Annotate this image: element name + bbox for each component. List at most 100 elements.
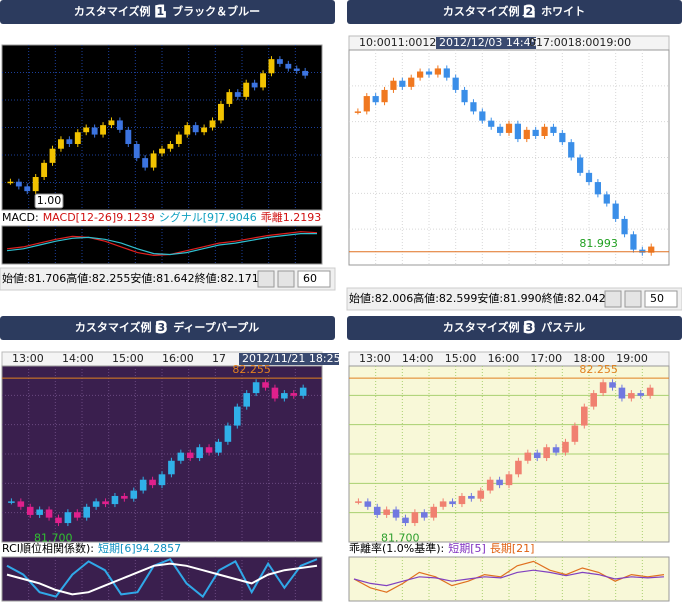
candle bbox=[541, 126, 548, 136]
candle bbox=[543, 447, 550, 459]
candle bbox=[271, 387, 279, 399]
header-number: 3 bbox=[158, 321, 166, 334]
header-title: カスタマイズ例 1 ブラック＆ブルー bbox=[74, 4, 260, 18]
candle bbox=[505, 123, 513, 133]
candle bbox=[411, 512, 419, 524]
candle bbox=[452, 77, 459, 90]
candle bbox=[243, 393, 250, 407]
candle bbox=[186, 452, 194, 459]
header-bar bbox=[0, 316, 335, 340]
candle bbox=[581, 406, 588, 426]
header-number: 3 bbox=[526, 321, 534, 334]
candle bbox=[290, 393, 298, 396]
candle bbox=[205, 447, 213, 453]
time-label: 13:00 bbox=[359, 352, 391, 365]
candle bbox=[646, 387, 654, 396]
candle bbox=[648, 246, 655, 253]
candle bbox=[372, 96, 379, 103]
candle bbox=[32, 177, 39, 192]
candle bbox=[585, 172, 593, 183]
header-number: 1 bbox=[157, 5, 165, 18]
candle bbox=[158, 474, 166, 486]
period-box[interactable] bbox=[644, 290, 678, 308]
candle bbox=[262, 382, 269, 388]
candle bbox=[192, 125, 199, 133]
candle bbox=[285, 63, 292, 69]
candle bbox=[486, 479, 494, 491]
time-label: 10:0011:0012:00 bbox=[359, 36, 454, 49]
candle bbox=[373, 506, 381, 515]
header-prefix: カスタマイズ例 bbox=[443, 4, 520, 18]
header-number: 2 bbox=[526, 5, 534, 18]
sub-label-part: MACD[12-26]9.1239 bbox=[43, 211, 155, 224]
time-label: 2012/11/21 18:25 bbox=[242, 352, 341, 365]
scroll-button[interactable] bbox=[257, 270, 275, 288]
price-label: 82.255 bbox=[232, 363, 271, 376]
candle bbox=[524, 452, 532, 461]
candle bbox=[399, 80, 406, 87]
candle bbox=[364, 501, 372, 507]
candle bbox=[293, 68, 300, 71]
header-name: ディープパープル bbox=[173, 320, 259, 334]
candle bbox=[612, 203, 619, 219]
sub-line bbox=[6, 562, 318, 596]
time-label: 13:00 bbox=[12, 352, 44, 365]
ohlc: 始値:82.006高値:82.599安値:81.990終値:82.042 bbox=[349, 291, 606, 305]
candle bbox=[108, 120, 115, 126]
candle bbox=[468, 495, 475, 499]
time-label: 16:00 bbox=[488, 352, 520, 365]
time-label: 14:00 bbox=[402, 352, 434, 365]
candle bbox=[184, 125, 191, 135]
header-title: カスタマイズ例 3 パステル bbox=[443, 320, 585, 334]
candle bbox=[571, 425, 579, 442]
sub-line bbox=[353, 569, 665, 587]
candle bbox=[461, 89, 468, 103]
candle bbox=[603, 194, 610, 204]
tooltip-box bbox=[34, 193, 64, 209]
header-prefix: カスタマイズ例 bbox=[75, 320, 152, 334]
price-label: 82.255 bbox=[579, 363, 618, 376]
scroll-button[interactable] bbox=[624, 290, 642, 308]
price-label: 81.700 bbox=[34, 531, 73, 544]
sub-label-part: シグナル[9]7.9046 bbox=[159, 210, 257, 224]
status-bar bbox=[0, 267, 336, 291]
candle bbox=[443, 68, 450, 78]
candle bbox=[594, 182, 601, 195]
period-box[interactable] bbox=[297, 270, 331, 288]
scroll-button[interactable] bbox=[277, 270, 295, 288]
candle bbox=[209, 120, 216, 128]
candle bbox=[111, 495, 119, 505]
candle bbox=[408, 77, 415, 87]
header-prefix: カスタマイズ例 bbox=[74, 4, 151, 18]
sub-label: 乖離率(1.0%基準): 短期[5] 長期[21] bbox=[349, 541, 534, 555]
sub-label-part: 長期[21] bbox=[490, 542, 535, 555]
candle bbox=[7, 181, 14, 184]
candle bbox=[234, 92, 241, 97]
scroll-button[interactable] bbox=[604, 290, 622, 308]
candle bbox=[91, 127, 98, 135]
candle bbox=[224, 425, 232, 442]
candle bbox=[8, 501, 15, 503]
candle bbox=[354, 111, 361, 113]
candle bbox=[142, 158, 149, 168]
time-label: 15:00 bbox=[445, 352, 477, 365]
candle bbox=[552, 447, 560, 453]
candle bbox=[449, 501, 456, 505]
candle bbox=[276, 59, 283, 64]
candle bbox=[243, 82, 250, 97]
candle bbox=[58, 139, 64, 149]
candle bbox=[439, 501, 447, 507]
candle bbox=[74, 512, 81, 518]
candle bbox=[17, 501, 25, 507]
candle bbox=[100, 125, 106, 135]
candle bbox=[577, 157, 584, 173]
candle bbox=[417, 71, 424, 78]
sub-label-part: 乖離率(1.0%基準): bbox=[349, 541, 444, 555]
candle bbox=[425, 71, 433, 75]
candle bbox=[515, 460, 522, 475]
candle bbox=[26, 506, 34, 515]
time-label: 16:00 bbox=[162, 352, 194, 365]
candle bbox=[533, 452, 541, 459]
candle bbox=[121, 495, 128, 499]
